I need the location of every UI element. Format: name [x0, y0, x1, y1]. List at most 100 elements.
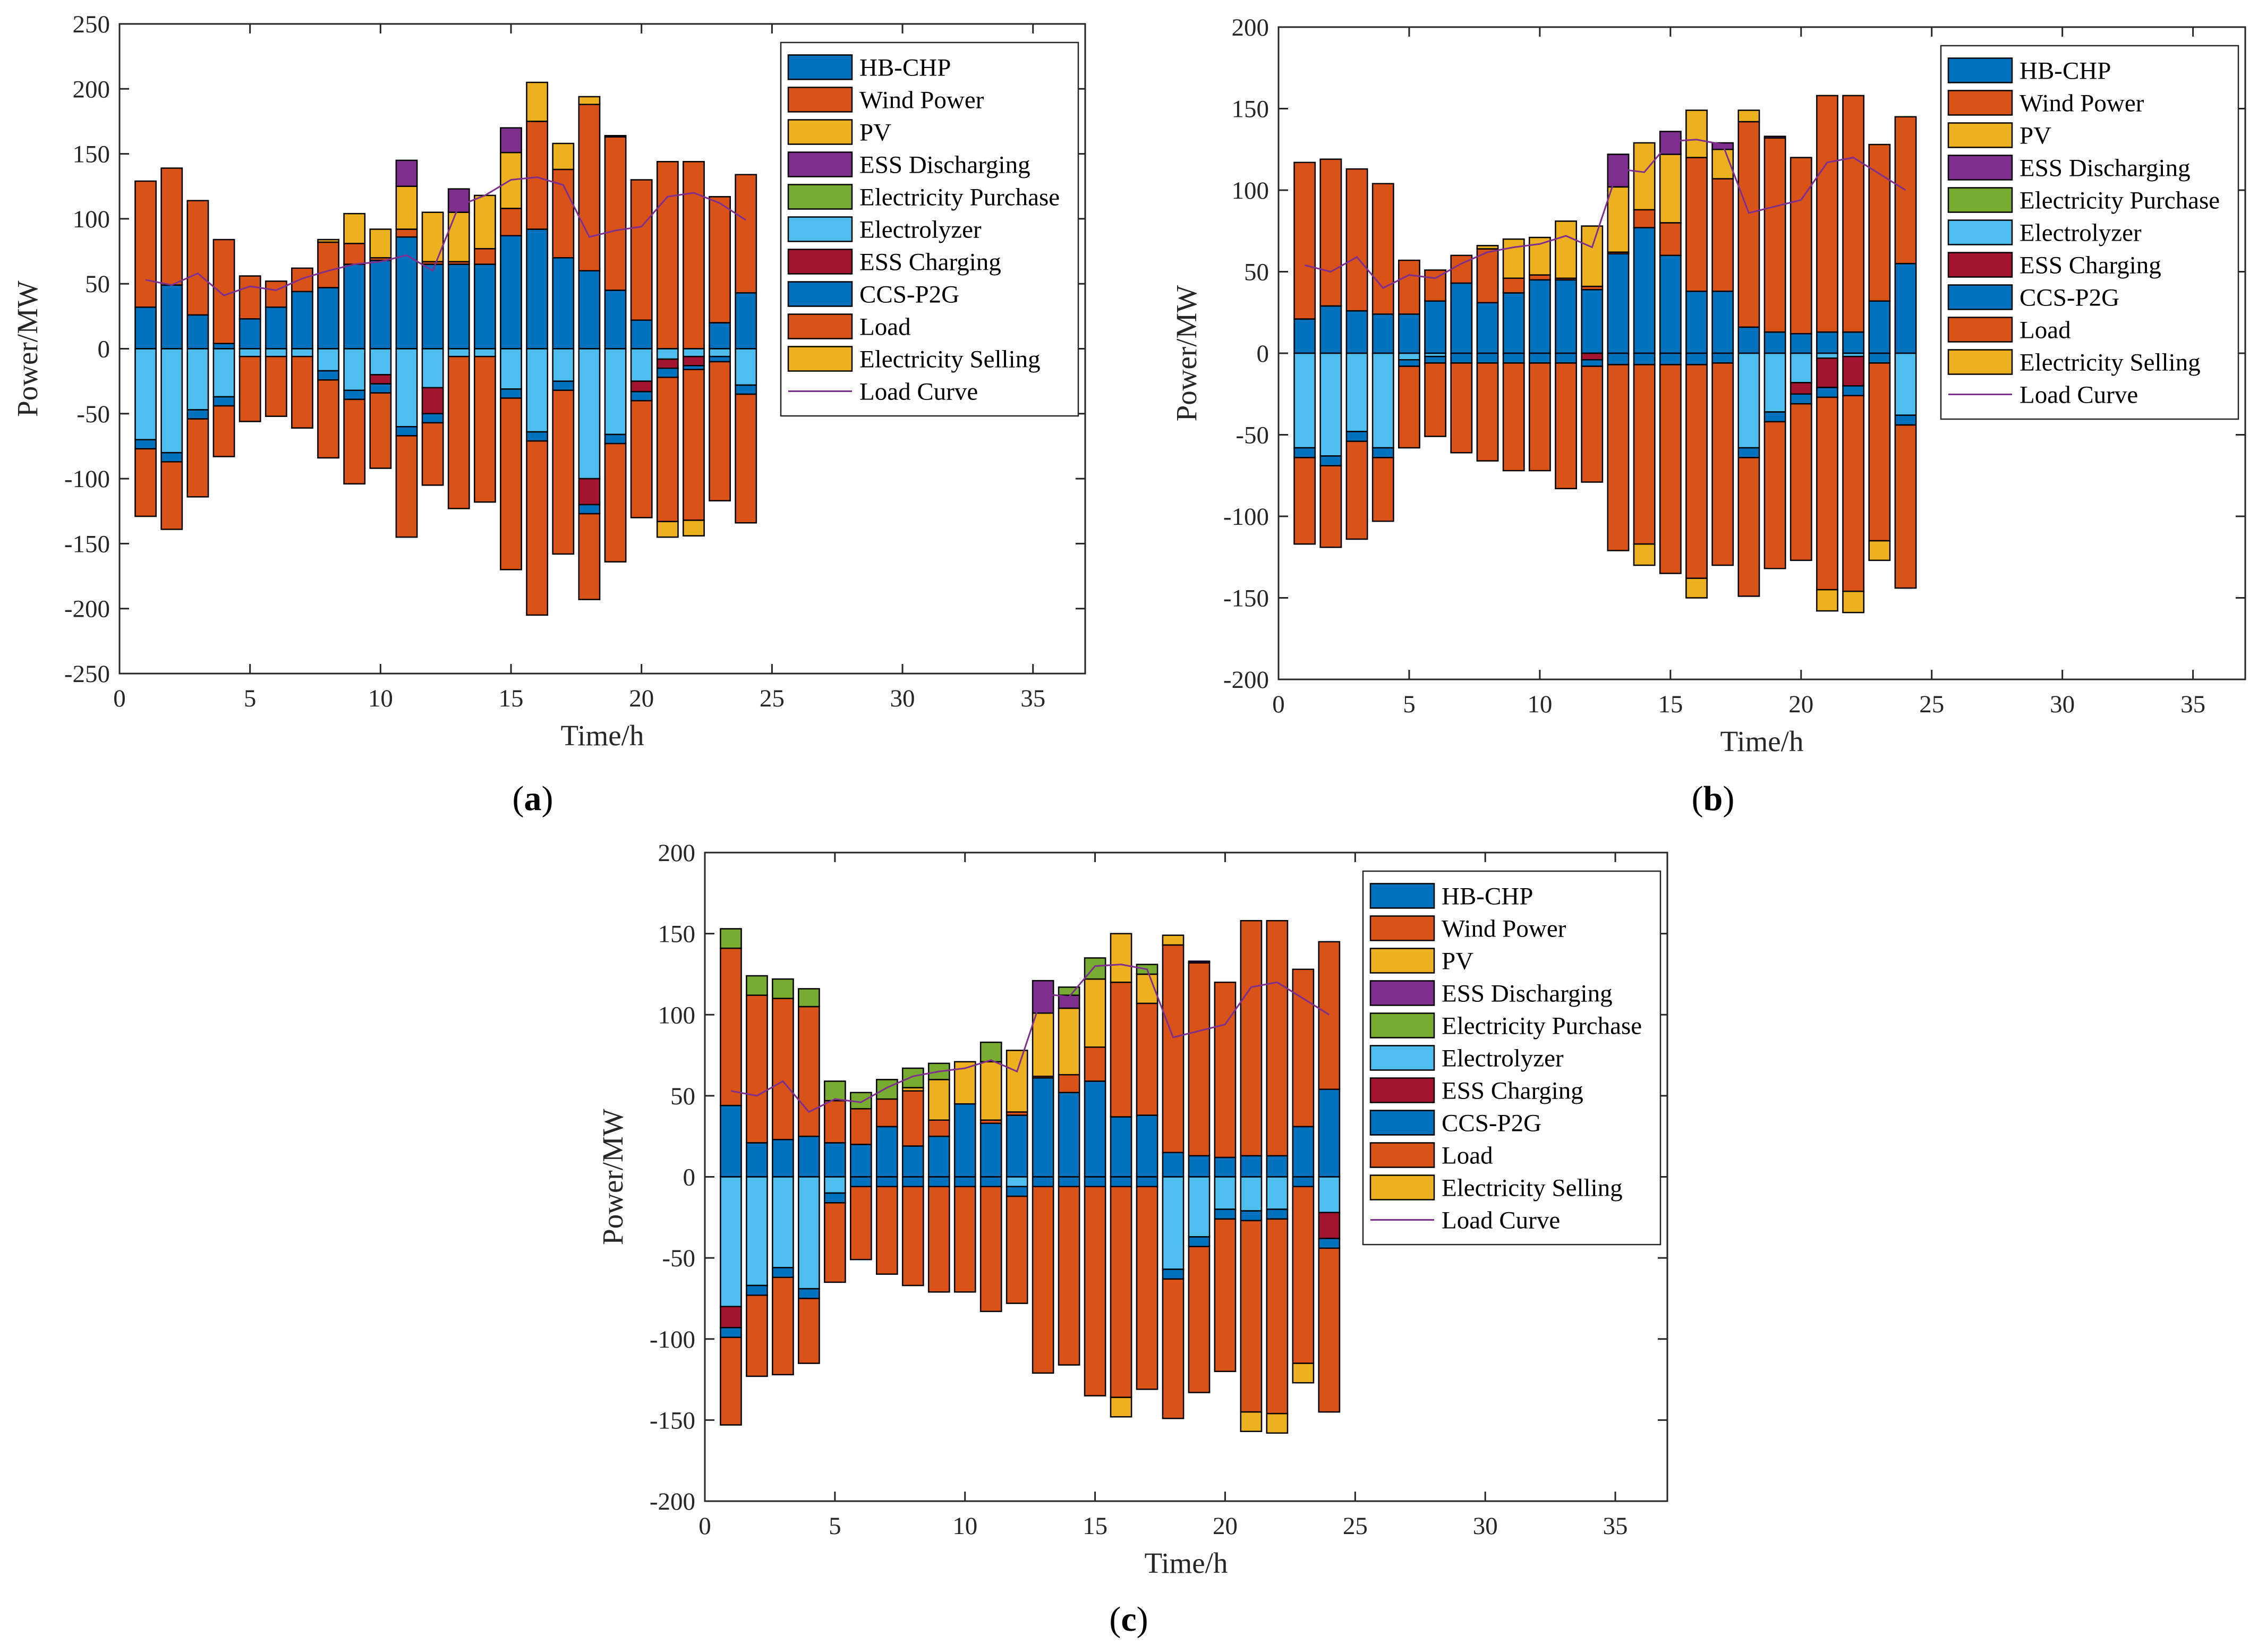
- bar-ess-charging-h24: [1318, 1212, 1341, 1239]
- bar-electrolyzer-h1: [720, 1176, 742, 1307]
- legend-swatch-pv: [1947, 122, 2013, 148]
- bar-pv-h14: [1633, 142, 1656, 211]
- bar-electricity-selling-h22: [683, 520, 705, 537]
- bar-hb-chp-h17: [552, 257, 575, 350]
- bar-hb-chp-h20: [1214, 1156, 1237, 1178]
- bar-ccs-p2g-h18: [578, 504, 601, 515]
- bar-ccs-p2g-h6: [1424, 355, 1447, 364]
- bar-wind-power-h23: [709, 196, 731, 323]
- legend-swatch-ess-charging: [1369, 1077, 1435, 1103]
- bar-electricity-selling-h16: [1110, 1396, 1132, 1418]
- legend-swatch-wind-power: [1369, 915, 1435, 941]
- bar-load-h7: [291, 355, 313, 429]
- bar-wind-power-h14: [1633, 209, 1656, 228]
- bar-ccs-p2g-h17: [1136, 1176, 1158, 1188]
- x-tick-label: 10: [1527, 691, 1552, 718]
- bar-ccs-p2g-h8: [901, 1176, 924, 1188]
- bar-wind-power-h10: [1528, 274, 1551, 281]
- bar-electricity-selling-h21: [1240, 1411, 1263, 1432]
- bar-load-h9: [927, 1186, 950, 1293]
- x-tick-label: 30: [2050, 691, 2075, 718]
- bar-ccs-p2g-h15: [500, 388, 522, 399]
- x-tick-label: 5: [1403, 691, 1416, 718]
- bar-ccs-p2g-h13: [1032, 1176, 1054, 1188]
- bar-electricity-selling-h22: [1842, 590, 1865, 614]
- bar-load-h4: [1371, 457, 1394, 522]
- bar-electrolyzer-h4: [212, 348, 235, 398]
- legend-label-load: Load: [1442, 1142, 1493, 1170]
- legend-swatch-ess-discharging: [787, 151, 853, 177]
- legend-swatch-electricity-purchase: [1369, 1012, 1435, 1038]
- legend-label-electricity-selling: Electricity Selling: [1442, 1174, 1623, 1202]
- chart-panel-c: (c) 0 5 10 15 20 25 30 35 -200 -150 -100 -50 0 50 100 1…: [597, 839, 1668, 1639]
- bar-ccs-p2g-h9: [343, 389, 366, 401]
- bar-hb-chp-h8: [1476, 302, 1499, 354]
- bar-hb-chp-h19: [1188, 1155, 1211, 1178]
- bar-hb-chp-h7: [291, 291, 313, 350]
- bar-electrolyzer-h19: [1763, 352, 1786, 413]
- x-axis-label: Time/h: [561, 719, 644, 752]
- bar-ess-discharging-h15: [500, 127, 522, 154]
- bar-wind-power-h9: [1502, 277, 1525, 294]
- legend-label-electricity-purchase: Electricity Purchase: [1442, 1012, 1642, 1040]
- legend-label-ccs-p2g: CCS-P2G: [859, 281, 959, 309]
- bar-load-h19: [1188, 1246, 1211, 1393]
- bar-wind-power-h24: [1894, 116, 1917, 265]
- bar-hb-chp-h11: [1555, 279, 1578, 354]
- bar-load-h16: [1685, 364, 1708, 579]
- bar-hb-chp-h5: [824, 1142, 846, 1178]
- legend-label-load-curve: Load Curve: [2020, 381, 2138, 409]
- legend-swatch-pv: [1369, 948, 1435, 974]
- bar-load-h12: [1006, 1195, 1028, 1304]
- bar-wind-power-h19: [1763, 137, 1786, 333]
- legend-label-electricity-selling: Electricity Selling: [2020, 349, 2201, 377]
- panel-label-b: (b): [1692, 779, 1735, 818]
- legend-swatch-electricity-purchase: [787, 184, 853, 210]
- legend-swatch-electricity-selling: [1369, 1174, 1435, 1200]
- bar-ccs-p2g-h10: [369, 383, 392, 394]
- legend-swatch-hb-chp: [1369, 883, 1435, 909]
- bar-ccs-p2g-h9: [1502, 352, 1525, 364]
- bar-pv-h10: [369, 228, 392, 259]
- bar-wind-power-h24: [1318, 941, 1341, 1090]
- legend: HB-CHP Wind Power PV ESS Discharging Electri…: [1940, 45, 2239, 420]
- y-tick-label: 50: [1244, 259, 1269, 286]
- bar-electricity-selling-h16: [1685, 577, 1708, 599]
- bar-electrolyzer-h17: [552, 348, 575, 382]
- bar-load-h2: [160, 461, 183, 530]
- bar-wind-power-h15: [500, 208, 522, 236]
- y-tick-label: 0: [683, 1164, 696, 1191]
- bar-electrolyzer-h21: [1816, 352, 1838, 359]
- bar-hb-chp-h9: [343, 263, 366, 350]
- bar-load-h2: [746, 1295, 768, 1377]
- bar-ccs-p2g-h22: [1266, 1208, 1289, 1220]
- bar-wind-power-h11: [395, 228, 418, 238]
- legend-swatch-ccs-p2g: [787, 281, 853, 307]
- bar-wind-power-h6: [849, 1108, 872, 1145]
- y-tick-label: -50: [76, 401, 110, 428]
- bar-load-h19: [1763, 421, 1786, 569]
- bar-electricity-selling-h21: [1816, 589, 1838, 612]
- bar-ccs-p2g-h11: [1555, 352, 1578, 364]
- bar-wind-power-h2: [160, 167, 183, 286]
- bar-ccs-p2g-h20: [1214, 1208, 1237, 1220]
- bar-wind-power-h15: [1659, 222, 1682, 257]
- x-tick-label: 5: [244, 685, 257, 712]
- bar-load-h24: [1894, 424, 1917, 589]
- bar-electrolyzer-h15: [500, 348, 522, 390]
- bar-wind-power-h5: [238, 275, 261, 320]
- legend-label-electrolyzer: Electrolyzer: [859, 216, 982, 244]
- bar-ccs-p2g-h15: [1084, 1176, 1106, 1188]
- bar-ccs-p2g-h21: [1816, 387, 1838, 398]
- bar-ccs-p2g-h21: [1240, 1210, 1263, 1222]
- bar-pv-h16: [1685, 109, 1708, 158]
- load-curve-line: [1304, 139, 1906, 289]
- bar-electrolyzer-h19: [604, 348, 627, 436]
- bar-wind-power-h20: [1790, 157, 1812, 335]
- bar-load-h16: [526, 440, 549, 616]
- bar-hb-chp-h12: [1006, 1114, 1028, 1178]
- chart-panel-a: (a) 0 5 10 15 20 25 30 35 -250 -200 -150 -100 -50 0 50…: [11, 11, 1086, 818]
- bar-wind-power-h1: [134, 180, 157, 308]
- legend-label-ess-charging: ESS Charging: [1442, 1077, 1583, 1105]
